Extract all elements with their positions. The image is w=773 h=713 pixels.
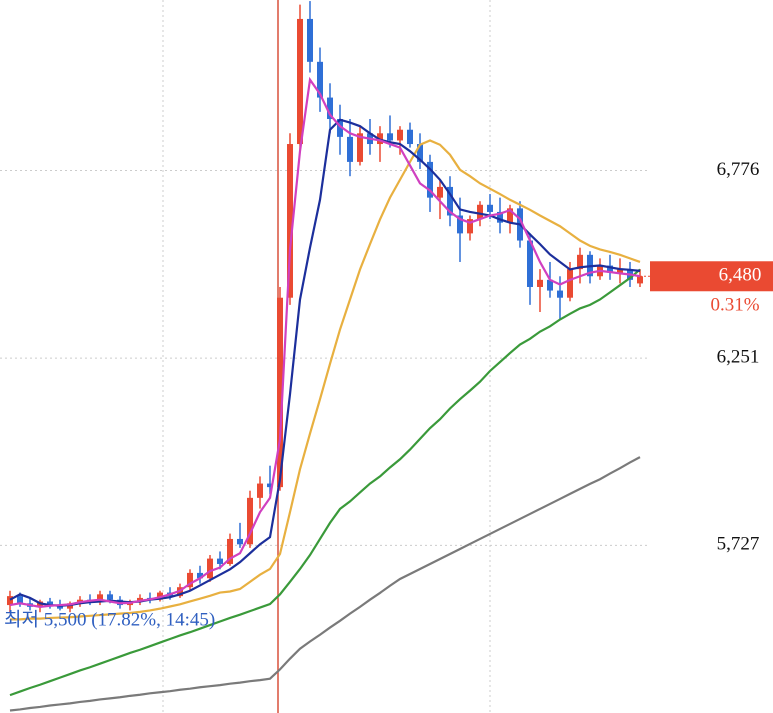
candle-body	[327, 97, 333, 120]
change-label: 0.31%	[710, 295, 759, 316]
candle-body	[537, 279, 543, 287]
candle-body	[497, 211, 503, 223]
moving-average-line	[10, 139, 641, 621]
candle-body	[217, 558, 223, 564]
candle-body	[567, 269, 573, 298]
candle-body	[427, 161, 433, 198]
moving-average-line	[9, 268, 641, 697]
candle-body	[107, 594, 113, 600]
candle-body	[227, 538, 233, 564]
candle-body	[197, 572, 203, 579]
y-tick-label: 6,776	[717, 159, 760, 180]
candle-body	[557, 290, 563, 298]
candle-body	[507, 208, 513, 223]
candle-body	[287, 144, 293, 298]
candle-body	[527, 240, 533, 287]
candle-body	[257, 483, 263, 498]
candle-body	[47, 601, 53, 606]
candle-body	[397, 129, 403, 141]
current-price-label: 6,480	[719, 265, 762, 286]
candle-body	[577, 254, 583, 270]
candle-body	[347, 136, 353, 162]
candle-body	[617, 269, 623, 273]
candle-body	[247, 497, 253, 545]
candle-body	[547, 279, 553, 291]
low-annotation: 최저 5,500 (17.82%, 14:45)	[4, 608, 215, 630]
candle-body	[17, 596, 23, 604]
candle-body	[207, 558, 213, 579]
candle-body	[187, 572, 193, 588]
candle-body	[467, 219, 473, 234]
candle-body	[277, 297, 283, 488]
candle-body	[7, 596, 13, 606]
candle-body	[437, 186, 443, 198]
candle-body	[487, 204, 493, 212]
candle-body	[97, 594, 103, 602]
moving-average-line	[9, 76, 641, 608]
candle-body	[457, 215, 463, 234]
candle-body	[307, 18, 313, 62]
candle-body	[407, 129, 413, 145]
candle-body	[357, 133, 363, 162]
y-tick-label: 5,727	[717, 534, 760, 555]
candle-body	[317, 61, 323, 98]
candle-body	[607, 265, 613, 273]
moving-average-line	[9, 456, 641, 712]
candle-body	[387, 133, 393, 141]
moving-average-line	[9, 118, 641, 607]
candle-body	[337, 119, 343, 137]
candle-body	[417, 144, 423, 162]
current-price-box	[650, 261, 773, 292]
candle-body	[477, 204, 483, 220]
y-tick-label: 6,251	[717, 346, 760, 367]
candle-body	[637, 276, 643, 284]
candle-body	[447, 186, 453, 216]
candle-body	[297, 18, 303, 145]
candle-body	[267, 483, 273, 488]
candle-body	[237, 538, 243, 545]
